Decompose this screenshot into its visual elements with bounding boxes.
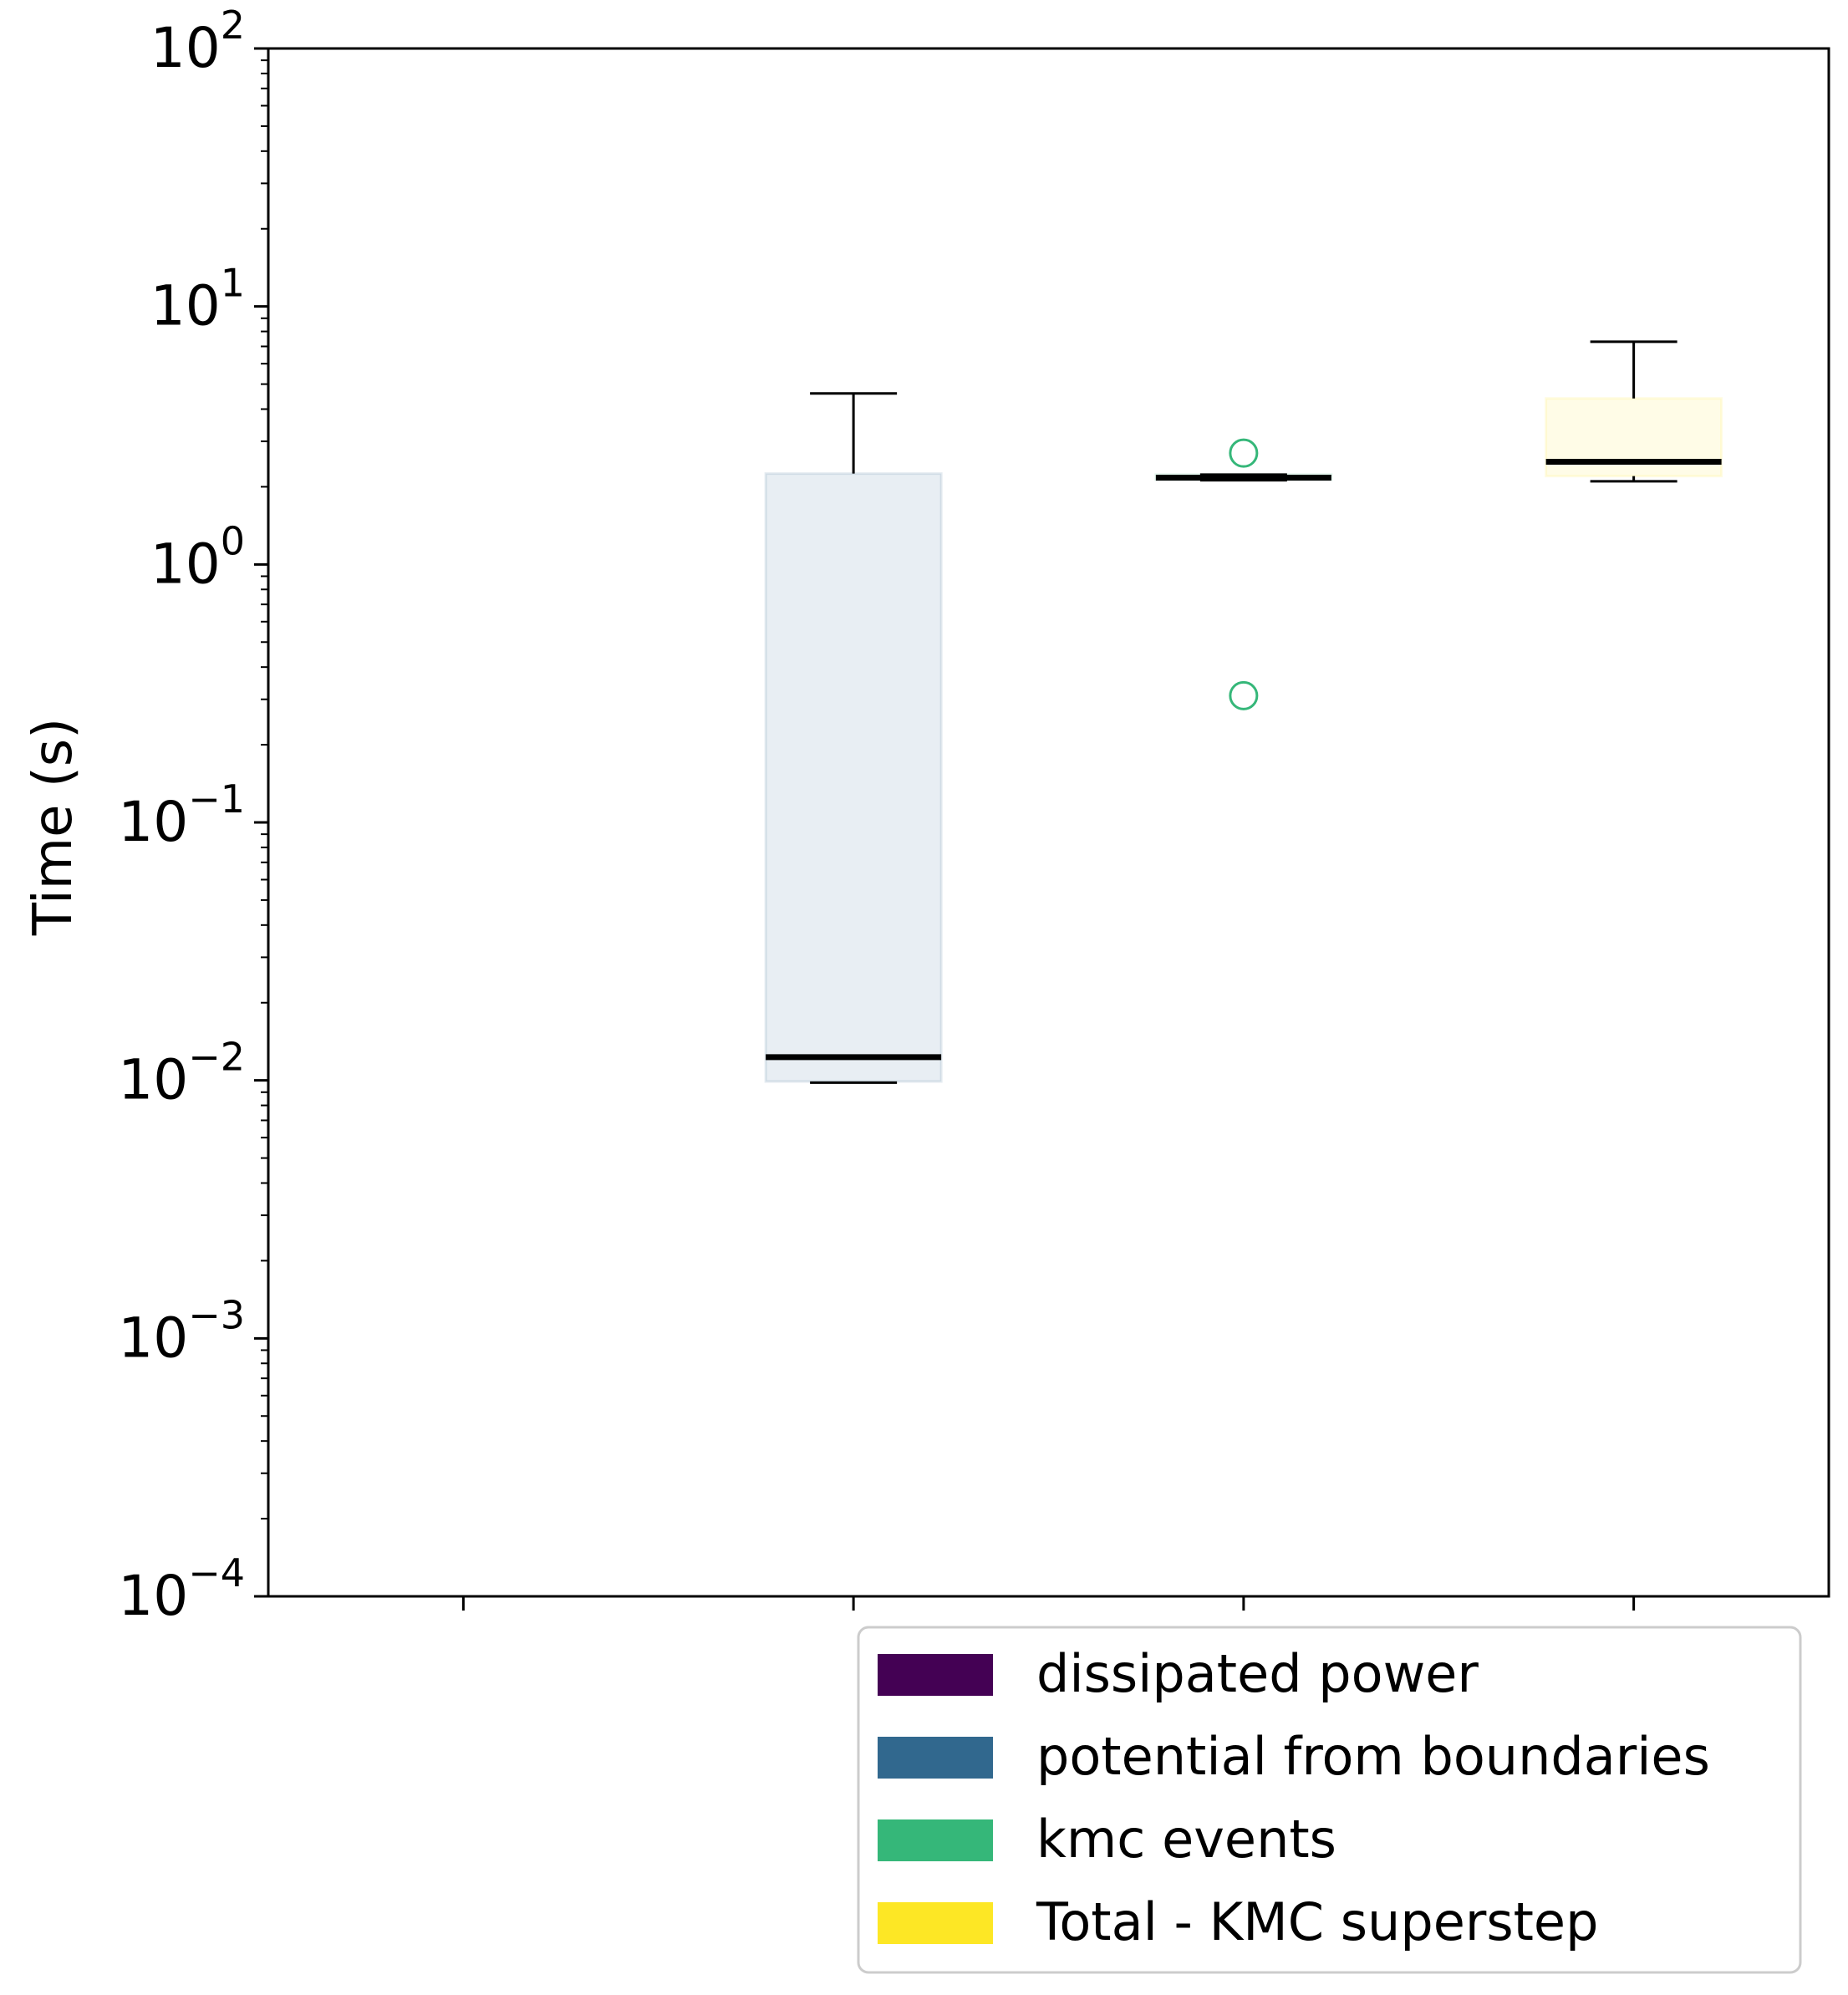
y-tick-label: 10−2 xyxy=(118,1035,245,1112)
outlier-point xyxy=(1229,438,1259,468)
y-tick-label-base: 10 xyxy=(118,1048,188,1112)
y-tick-label-base: 10 xyxy=(150,532,221,596)
y-tick-label: 10−1 xyxy=(118,776,245,854)
y-tick-label-base: 10 xyxy=(118,1305,188,1370)
legend-label: potential from boundaries xyxy=(1036,1726,1710,1787)
legend-items: dissipated power potential from boundarie… xyxy=(878,1643,1710,1952)
legend: dissipated power potential from boundarie… xyxy=(857,1626,1802,1974)
legend-frame xyxy=(857,1626,1802,1974)
y-tick-label-base: 10 xyxy=(118,790,188,854)
y-tick-label-exponent: −2 xyxy=(188,1035,245,1080)
y-tick-label: 101 xyxy=(150,261,245,338)
y-tick-label-base: 10 xyxy=(150,16,221,80)
y-minor-ticks xyxy=(261,59,268,1520)
x-axis xyxy=(461,1596,1636,1611)
legend-swatch xyxy=(878,1819,993,1861)
box-kmc-events xyxy=(1154,438,1333,710)
legend-label: kmc events xyxy=(1036,1809,1336,1870)
y-tick-label-base: 10 xyxy=(118,1564,188,1628)
box-potential-from-boundaries xyxy=(764,392,943,1084)
y-tick-label-exponent: −1 xyxy=(188,776,245,822)
y-tick-label: 100 xyxy=(150,518,245,596)
y-tick-label-base: 10 xyxy=(150,274,221,338)
y-tick-label-exponent: 0 xyxy=(221,518,245,563)
y-tick-label-exponent: −3 xyxy=(188,1292,245,1337)
legend-swatch xyxy=(878,1654,993,1696)
y-tick-label-exponent: 1 xyxy=(221,261,245,306)
legend-swatch xyxy=(878,1737,993,1779)
boxes-layer xyxy=(764,340,1723,1084)
plot-area xyxy=(267,47,1830,1598)
y-major-ticks xyxy=(254,47,268,1598)
legend-swatch xyxy=(878,1902,993,1944)
box-body xyxy=(764,472,943,1083)
outlier-point xyxy=(1229,680,1259,710)
y-tick-label: 10−3 xyxy=(118,1292,245,1370)
y-tick-label-exponent: −4 xyxy=(188,1550,245,1595)
y-tick-label: 10−4 xyxy=(118,1550,245,1628)
y-axis-title: Time (s) xyxy=(23,718,84,936)
box-total-kmc-superstep xyxy=(1545,340,1723,483)
legend-label: dissipated power xyxy=(1036,1643,1479,1704)
y-tick-label: 102 xyxy=(150,3,245,80)
y-tick-label-exponent: 2 xyxy=(221,3,245,48)
legend-label: Total - KMC superstep xyxy=(1036,1891,1598,1952)
